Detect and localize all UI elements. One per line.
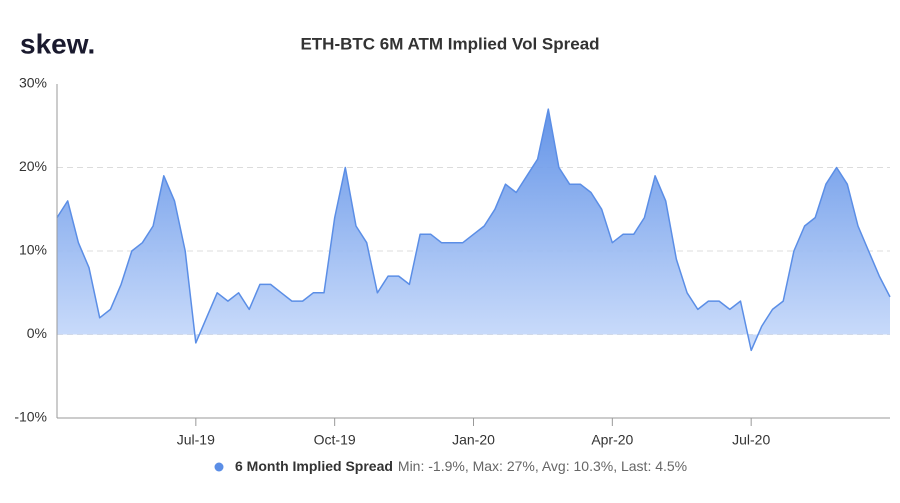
x-tick-label: Oct-19 <box>314 432 356 448</box>
y-tick-label: 0% <box>27 325 47 341</box>
legend-marker <box>214 462 224 472</box>
x-tick-label: Jan-20 <box>452 432 495 448</box>
y-tick-label: 10% <box>19 242 47 258</box>
y-tick-label: 30% <box>19 75 47 91</box>
x-tick-label: Jul-19 <box>177 432 215 448</box>
x-tick-label: Jul-20 <box>732 432 770 448</box>
legend: 6 Month Implied Spread Min: -1.9%, Max: 2… <box>214 458 687 474</box>
y-tick-label: 20% <box>19 158 47 174</box>
series-line <box>56 108 891 352</box>
legend-stats: Min: -1.9%, Max: 27%, Avg: 10.3%, Last: … <box>398 458 687 474</box>
brand-logo: skew. <box>20 28 95 59</box>
legend-series-name: 6 Month Implied Spread <box>235 458 393 474</box>
legend-text: 6 Month Implied Spread Min: -1.9%, Max: 2… <box>235 458 687 474</box>
y-tick-label: -10% <box>14 409 47 425</box>
x-tick-label: Apr-20 <box>591 432 633 448</box>
area-fill <box>57 109 890 351</box>
chart-title: ETH-BTC 6M ATM Implied Vol Spread <box>300 34 599 53</box>
